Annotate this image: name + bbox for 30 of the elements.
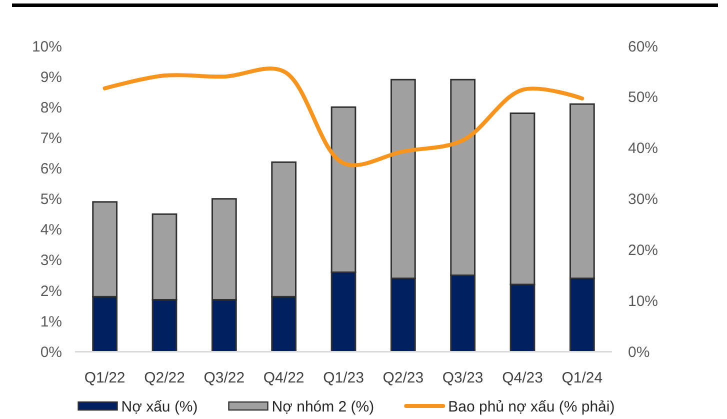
y-tick-label: 0% (40, 344, 62, 361)
y-tick-label: 2% (40, 282, 62, 300)
x-tick-label: Q1/22 (84, 369, 126, 386)
y-tick-label: 4% (40, 222, 62, 239)
y2-tick-label: 50% (628, 89, 658, 106)
y2-tick-label: 30% (628, 191, 658, 208)
x-tick-label: Q3/23 (442, 369, 484, 386)
x-tick-label: Q4/23 (502, 369, 543, 386)
y2-tick-label: 20% (628, 242, 658, 260)
y-tick-label: 1% (40, 313, 62, 330)
y2-tick-label: 0% (628, 344, 650, 361)
x-tick-label: Q1/24 (562, 369, 603, 386)
y-tick-label: 7% (40, 130, 62, 147)
y-tick-label: 6% (40, 160, 62, 178)
x-tick-label: Q1/23 (323, 369, 364, 386)
legend-label: Nợ nhóm 2 (%) (272, 398, 374, 416)
y-tick-label: 5% (40, 191, 62, 208)
x-tick-label: Q2/22 (144, 369, 185, 386)
y-tick-label: 8% (40, 99, 62, 116)
y2-tick-label: 10% (628, 293, 658, 310)
x-tick-label: Q3/22 (204, 369, 245, 386)
y-tick-label: 10% (32, 38, 62, 56)
legend-label: Nợ xấu (%) (121, 398, 198, 416)
y2-tick-label: 60% (628, 38, 658, 56)
y2-tick-label: 40% (628, 140, 658, 158)
y-tick-label: 3% (40, 252, 62, 270)
x-tick-label: Q2/23 (382, 369, 424, 386)
x-tick-label: Q4/22 (263, 369, 304, 386)
legend-label: Bao phủ nợ xấu (% phải) (448, 398, 615, 416)
y-tick-label: 9% (40, 68, 62, 86)
